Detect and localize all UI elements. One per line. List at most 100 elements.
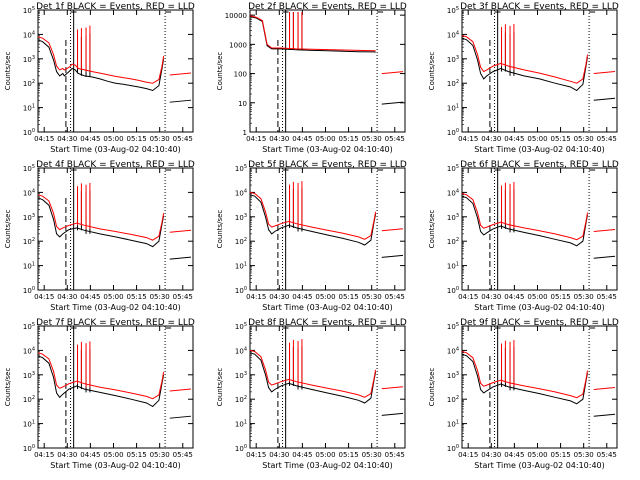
y-tick-label: 105 — [235, 322, 247, 331]
y-tick-exponent: 2 — [32, 237, 35, 243]
series-line-events — [249, 194, 377, 246]
x-tick-label: 05:15 — [338, 293, 358, 301]
panel-5: Det 5f BLACK = Events, RED = LLD Counts/s… — [216, 160, 407, 312]
series-tail — [169, 99, 192, 103]
x-tick-label: 05:00 — [315, 293, 335, 301]
x-tick-label: 05:00 — [315, 135, 335, 143]
x-tick-label: 05:00 — [103, 451, 123, 459]
y-tick-exponent: 2 — [456, 395, 459, 401]
y-tick-label: 105 — [447, 164, 459, 173]
x-tick-label: 04:30 — [269, 135, 289, 143]
y-tick-exponent: 3 — [456, 213, 459, 219]
y-tick-base: 10 — [235, 372, 244, 380]
y-tick-base: 10 — [23, 56, 32, 64]
plot-frame — [461, 167, 618, 291]
y-tick-label: 104 — [235, 188, 247, 197]
plot-frame — [37, 167, 194, 291]
series-tail — [169, 72, 192, 76]
x-tick-label: 05:15 — [550, 293, 570, 301]
y-tick-label: 103 — [447, 55, 459, 64]
series-line-events — [461, 37, 588, 92]
x-tick-label: 05:15 — [126, 451, 146, 459]
chart-title: Det 5f BLACK = Events, RED = LLD — [248, 160, 407, 170]
series-line-lld — [249, 15, 376, 52]
x-tick-label: 04:45 — [80, 135, 100, 143]
y-tick-exponent: 1 — [32, 420, 35, 426]
series-line-lld — [461, 193, 588, 241]
y-tick-label: 101 — [23, 104, 35, 113]
y-tick-exponent: 1 — [32, 262, 35, 268]
chart-title: Det 2f BLACK = Events, RED = LLD — [248, 2, 407, 12]
chart-title: Det 7f BLACK = Events, RED = LLD — [36, 318, 195, 328]
y-tick-label: 105 — [235, 164, 247, 173]
y-tick-base: 10 — [447, 323, 456, 331]
panel-4: Det 4f BLACK = Events, RED = LLD Counts/s… — [4, 160, 195, 312]
y-tick-label: 104 — [23, 188, 35, 197]
x-tick-label: 05:30 — [150, 451, 170, 459]
series-tail — [169, 256, 192, 260]
x-tick-label: 04:30 — [57, 293, 77, 301]
y-tick-exponent: 4 — [244, 346, 247, 352]
chart-title: Det 6f BLACK = Events, RED = LLD — [460, 160, 619, 170]
y-tick-label: 103 — [235, 213, 247, 222]
x-axis-label: Start Time (03-Aug-02 04:10:40) — [474, 145, 605, 154]
y-tick-base: 10 — [447, 214, 456, 222]
y-tick-exponent: 5 — [456, 322, 459, 328]
y-tick-base: 10 — [23, 263, 32, 271]
x-axis-label: Start Time (03-Aug-02 04:10:40) — [474, 303, 605, 312]
y-tick-label: 100 — [235, 286, 247, 295]
x-tick-label: 05:30 — [574, 135, 594, 143]
y-tick-exponent: 3 — [456, 55, 459, 61]
x-axis-label: Start Time (03-Aug-02 04:10:40) — [50, 461, 181, 470]
x-tick-label: 05:00 — [315, 451, 335, 459]
panel-7: Det 7f BLACK = Events, RED = LLD Counts/s… — [4, 318, 195, 470]
y-tick-label: 104 — [23, 30, 35, 39]
y-tick-exponent: 1 — [456, 420, 459, 426]
y-tick-exponent: 0 — [456, 286, 459, 292]
y-axis-label: Counts/sec — [216, 210, 224, 249]
y-tick-exponent: 2 — [456, 79, 459, 85]
y-tick-exponent: 1 — [32, 104, 35, 110]
y-tick-exponent: 3 — [32, 371, 35, 377]
y-tick-base: 10 — [235, 421, 244, 429]
series-line-events — [37, 197, 165, 248]
plot-frame — [249, 9, 406, 133]
x-tick-label: 04:15 — [34, 451, 54, 459]
x-axis-label: Start Time (03-Aug-02 04:10:40) — [50, 303, 181, 312]
y-tick-exponent: 3 — [32, 55, 35, 61]
x-tick-label: 04:45 — [80, 293, 100, 301]
y-tick-label: 101 — [23, 420, 35, 429]
panels-group: Det 1f BLACK = Events, RED = LLD Counts/s… — [4, 2, 619, 470]
x-axis-label: Start Time (03-Aug-02 04:10:40) — [262, 461, 393, 470]
x-tick-label: 04:15 — [246, 293, 266, 301]
y-tick-label: 103 — [447, 213, 459, 222]
y-tick-label: 101 — [23, 262, 35, 271]
y-tick-label: 102 — [447, 79, 459, 88]
series-line-events — [461, 353, 588, 405]
series-tail — [593, 255, 616, 259]
y-tick-label: 101 — [447, 420, 459, 429]
y-axis-label: Counts/sec — [216, 368, 224, 407]
series-tail — [593, 386, 616, 390]
x-tick-label: 04:15 — [246, 451, 266, 459]
y-tick-exponent: 0 — [32, 444, 35, 450]
x-tick-label: 05:30 — [150, 135, 170, 143]
x-tick-label: 05:15 — [338, 451, 358, 459]
y-tick-label: 105 — [23, 322, 35, 331]
y-tick-base: 10 — [23, 287, 32, 295]
y-tick-exponent: 0 — [244, 444, 247, 450]
x-tick-label: 04:30 — [269, 293, 289, 301]
chart-title: Det 3f BLACK = Events, RED = LLD — [460, 2, 619, 12]
plot-frame — [249, 167, 406, 291]
x-tick-label: 05:45 — [597, 451, 617, 459]
series-tail — [381, 101, 404, 105]
y-tick-exponent: 5 — [244, 322, 247, 328]
y-tick-base: 10 — [447, 396, 456, 404]
x-tick-label: 04:15 — [246, 135, 266, 143]
y-tick-base: 10 — [235, 287, 244, 295]
y-axis-label: Counts/sec — [4, 210, 12, 249]
x-tick-label: 04:15 — [34, 135, 54, 143]
x-tick-label: 04:45 — [292, 293, 312, 301]
y-tick-base: 10 — [23, 105, 32, 113]
